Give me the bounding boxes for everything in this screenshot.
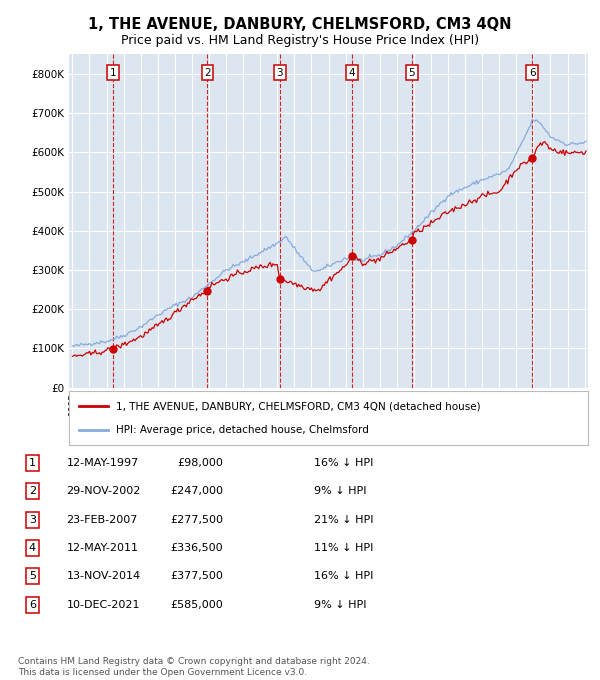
Text: £336,500: £336,500 <box>170 543 223 553</box>
Text: 2: 2 <box>29 486 36 496</box>
Text: 9% ↓ HPI: 9% ↓ HPI <box>314 600 367 610</box>
Text: 16% ↓ HPI: 16% ↓ HPI <box>314 458 374 468</box>
Text: 12-MAY-2011: 12-MAY-2011 <box>67 543 139 553</box>
Text: 5: 5 <box>29 571 36 581</box>
Text: 2: 2 <box>204 68 211 78</box>
Text: HPI: Average price, detached house, Chelmsford: HPI: Average price, detached house, Chel… <box>116 425 368 435</box>
Text: 1: 1 <box>29 458 36 468</box>
Text: 4: 4 <box>349 68 355 78</box>
Text: £247,000: £247,000 <box>170 486 223 496</box>
Text: 13-NOV-2014: 13-NOV-2014 <box>67 571 140 581</box>
Text: 1, THE AVENUE, DANBURY, CHELMSFORD, CM3 4QN: 1, THE AVENUE, DANBURY, CHELMSFORD, CM3 … <box>88 17 512 32</box>
Text: Contains HM Land Registry data © Crown copyright and database right 2024.
This d: Contains HM Land Registry data © Crown c… <box>18 657 370 677</box>
Text: 6: 6 <box>29 600 36 610</box>
Text: 21% ↓ HPI: 21% ↓ HPI <box>314 515 374 525</box>
Text: 9% ↓ HPI: 9% ↓ HPI <box>314 486 367 496</box>
Text: £277,500: £277,500 <box>170 515 223 525</box>
Text: 1: 1 <box>109 68 116 78</box>
Text: 3: 3 <box>29 515 36 525</box>
Text: 10-DEC-2021: 10-DEC-2021 <box>67 600 140 610</box>
Text: 5: 5 <box>409 68 415 78</box>
Text: 11% ↓ HPI: 11% ↓ HPI <box>314 543 374 553</box>
Text: 16% ↓ HPI: 16% ↓ HPI <box>314 571 374 581</box>
Text: Price paid vs. HM Land Registry's House Price Index (HPI): Price paid vs. HM Land Registry's House … <box>121 34 479 47</box>
Text: 6: 6 <box>529 68 536 78</box>
Text: 1, THE AVENUE, DANBURY, CHELMSFORD, CM3 4QN (detached house): 1, THE AVENUE, DANBURY, CHELMSFORD, CM3 … <box>116 401 481 411</box>
Text: £377,500: £377,500 <box>170 571 223 581</box>
Text: 23-FEB-2007: 23-FEB-2007 <box>67 515 138 525</box>
Text: 29-NOV-2002: 29-NOV-2002 <box>67 486 141 496</box>
Text: 4: 4 <box>29 543 36 553</box>
Text: 3: 3 <box>277 68 283 78</box>
Text: 12-MAY-1997: 12-MAY-1997 <box>67 458 139 468</box>
Text: £585,000: £585,000 <box>170 600 223 610</box>
Text: £98,000: £98,000 <box>178 458 223 468</box>
